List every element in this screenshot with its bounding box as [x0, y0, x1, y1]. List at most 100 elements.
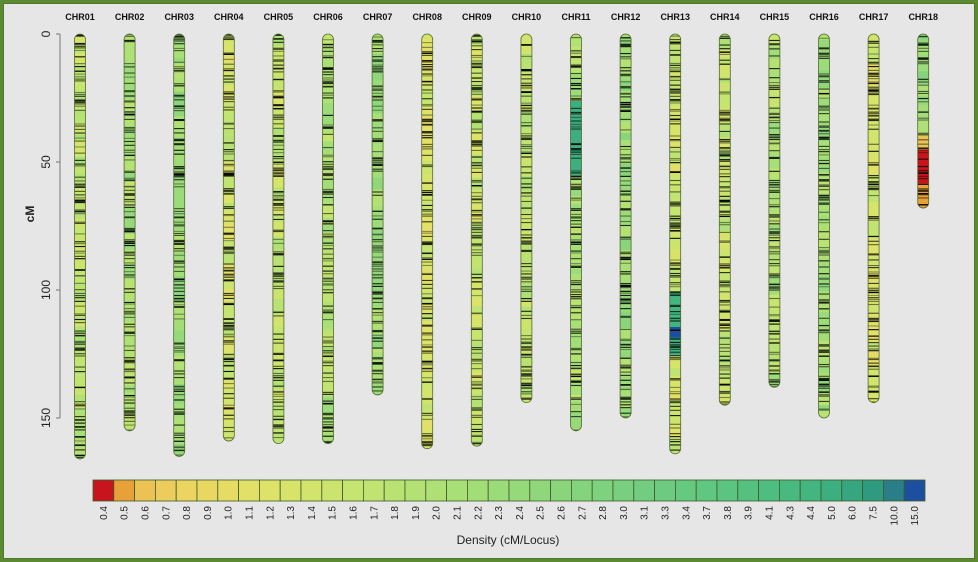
locus-mark: [818, 198, 830, 200]
locus-mark: [322, 244, 334, 247]
locus-mark: [272, 105, 284, 107]
locus-mark: [868, 46, 880, 48]
locus-mark: [471, 407, 483, 409]
legend-label: 3.1: [640, 506, 651, 520]
locus-mark: [520, 85, 532, 87]
locus-mark: [372, 127, 384, 129]
locus-mark: [322, 47, 334, 49]
locus-mark: [818, 121, 830, 123]
locus-mark: [173, 50, 185, 52]
locus-mark: [818, 105, 830, 107]
density-band: [173, 391, 185, 405]
locus-mark: [223, 81, 235, 83]
density-band: [768, 59, 780, 72]
locus-mark: [471, 384, 483, 386]
locus-mark: [322, 414, 334, 416]
locus-mark: [818, 167, 830, 169]
density-band: [620, 352, 632, 358]
locus-mark: [322, 220, 334, 222]
density-band: [272, 402, 284, 420]
chromosome-label: CHR18: [908, 12, 938, 22]
locus-mark: [223, 357, 235, 359]
locus-mark: [74, 305, 86, 307]
density-band: [124, 428, 136, 431]
locus-mark: [272, 144, 284, 146]
locus-mark: [372, 373, 384, 375]
locus-mark: [322, 401, 334, 403]
locus-mark: [520, 110, 532, 112]
locus-mark: [322, 221, 334, 223]
density-band: [471, 246, 483, 258]
locus-mark: [520, 263, 532, 265]
locus-mark: [272, 280, 284, 282]
locus-mark: [868, 318, 880, 321]
locus-mark: [669, 77, 681, 79]
locus-mark: [223, 142, 235, 144]
locus-mark: [372, 119, 384, 121]
locus-mark: [471, 312, 483, 314]
locus-mark: [520, 342, 532, 345]
locus-mark: [570, 52, 582, 54]
locus-mark: [768, 157, 780, 159]
locus-mark: [620, 236, 632, 238]
locus-mark: [719, 241, 731, 243]
locus-mark: [223, 53, 235, 55]
locus-mark: [322, 391, 334, 393]
density-band: [421, 336, 433, 347]
locus-mark: [74, 152, 86, 154]
density-band: [917, 71, 929, 81]
locus-mark: [322, 270, 334, 272]
locus-mark: [124, 376, 136, 378]
locus-mark: [818, 174, 830, 177]
locus-mark: [818, 136, 830, 138]
locus-mark: [520, 166, 532, 168]
locus-mark: [669, 286, 681, 288]
density-band: [372, 309, 384, 315]
locus-mark: [719, 155, 731, 157]
locus-mark: [917, 204, 929, 206]
locus-mark: [471, 434, 483, 436]
locus-mark: [322, 81, 334, 83]
locus-mark: [173, 217, 185, 219]
locus-mark: [570, 241, 582, 243]
locus-mark: [669, 135, 681, 137]
locus-mark: [868, 115, 880, 117]
density-band: [322, 328, 334, 335]
density-band: [223, 53, 235, 64]
locus-mark: [719, 201, 731, 203]
locus-mark: [719, 150, 731, 152]
locus-mark: [620, 208, 632, 210]
locus-mark: [372, 262, 384, 264]
locus-mark: [173, 43, 185, 45]
locus-mark: [719, 403, 731, 405]
locus-mark: [322, 360, 334, 362]
locus-mark: [74, 275, 86, 277]
density-band: [520, 320, 532, 329]
locus-mark: [620, 262, 632, 264]
locus-mark: [669, 284, 681, 286]
locus-mark: [570, 367, 582, 369]
locus-mark: [372, 233, 384, 235]
locus-mark: [719, 176, 731, 178]
legend-swatch: [217, 479, 240, 502]
locus-mark: [124, 107, 136, 109]
locus-mark: [620, 86, 632, 88]
density-band: [74, 34, 86, 47]
locus-mark: [768, 251, 780, 253]
locus-mark: [471, 107, 483, 109]
locus-mark: [272, 114, 284, 116]
locus-mark: [74, 201, 86, 203]
locus-mark: [223, 359, 235, 361]
locus-mark: [520, 193, 532, 195]
locus-mark: [669, 170, 681, 173]
locus-mark: [272, 194, 284, 196]
density-band: [719, 248, 731, 262]
density-band: [669, 313, 681, 328]
density-band: [620, 95, 632, 106]
density-band: [471, 380, 483, 395]
locus-mark: [868, 362, 880, 364]
locus-mark: [322, 372, 334, 374]
locus-mark: [768, 232, 780, 234]
locus-mark: [74, 341, 86, 343]
density-band: [421, 87, 433, 106]
